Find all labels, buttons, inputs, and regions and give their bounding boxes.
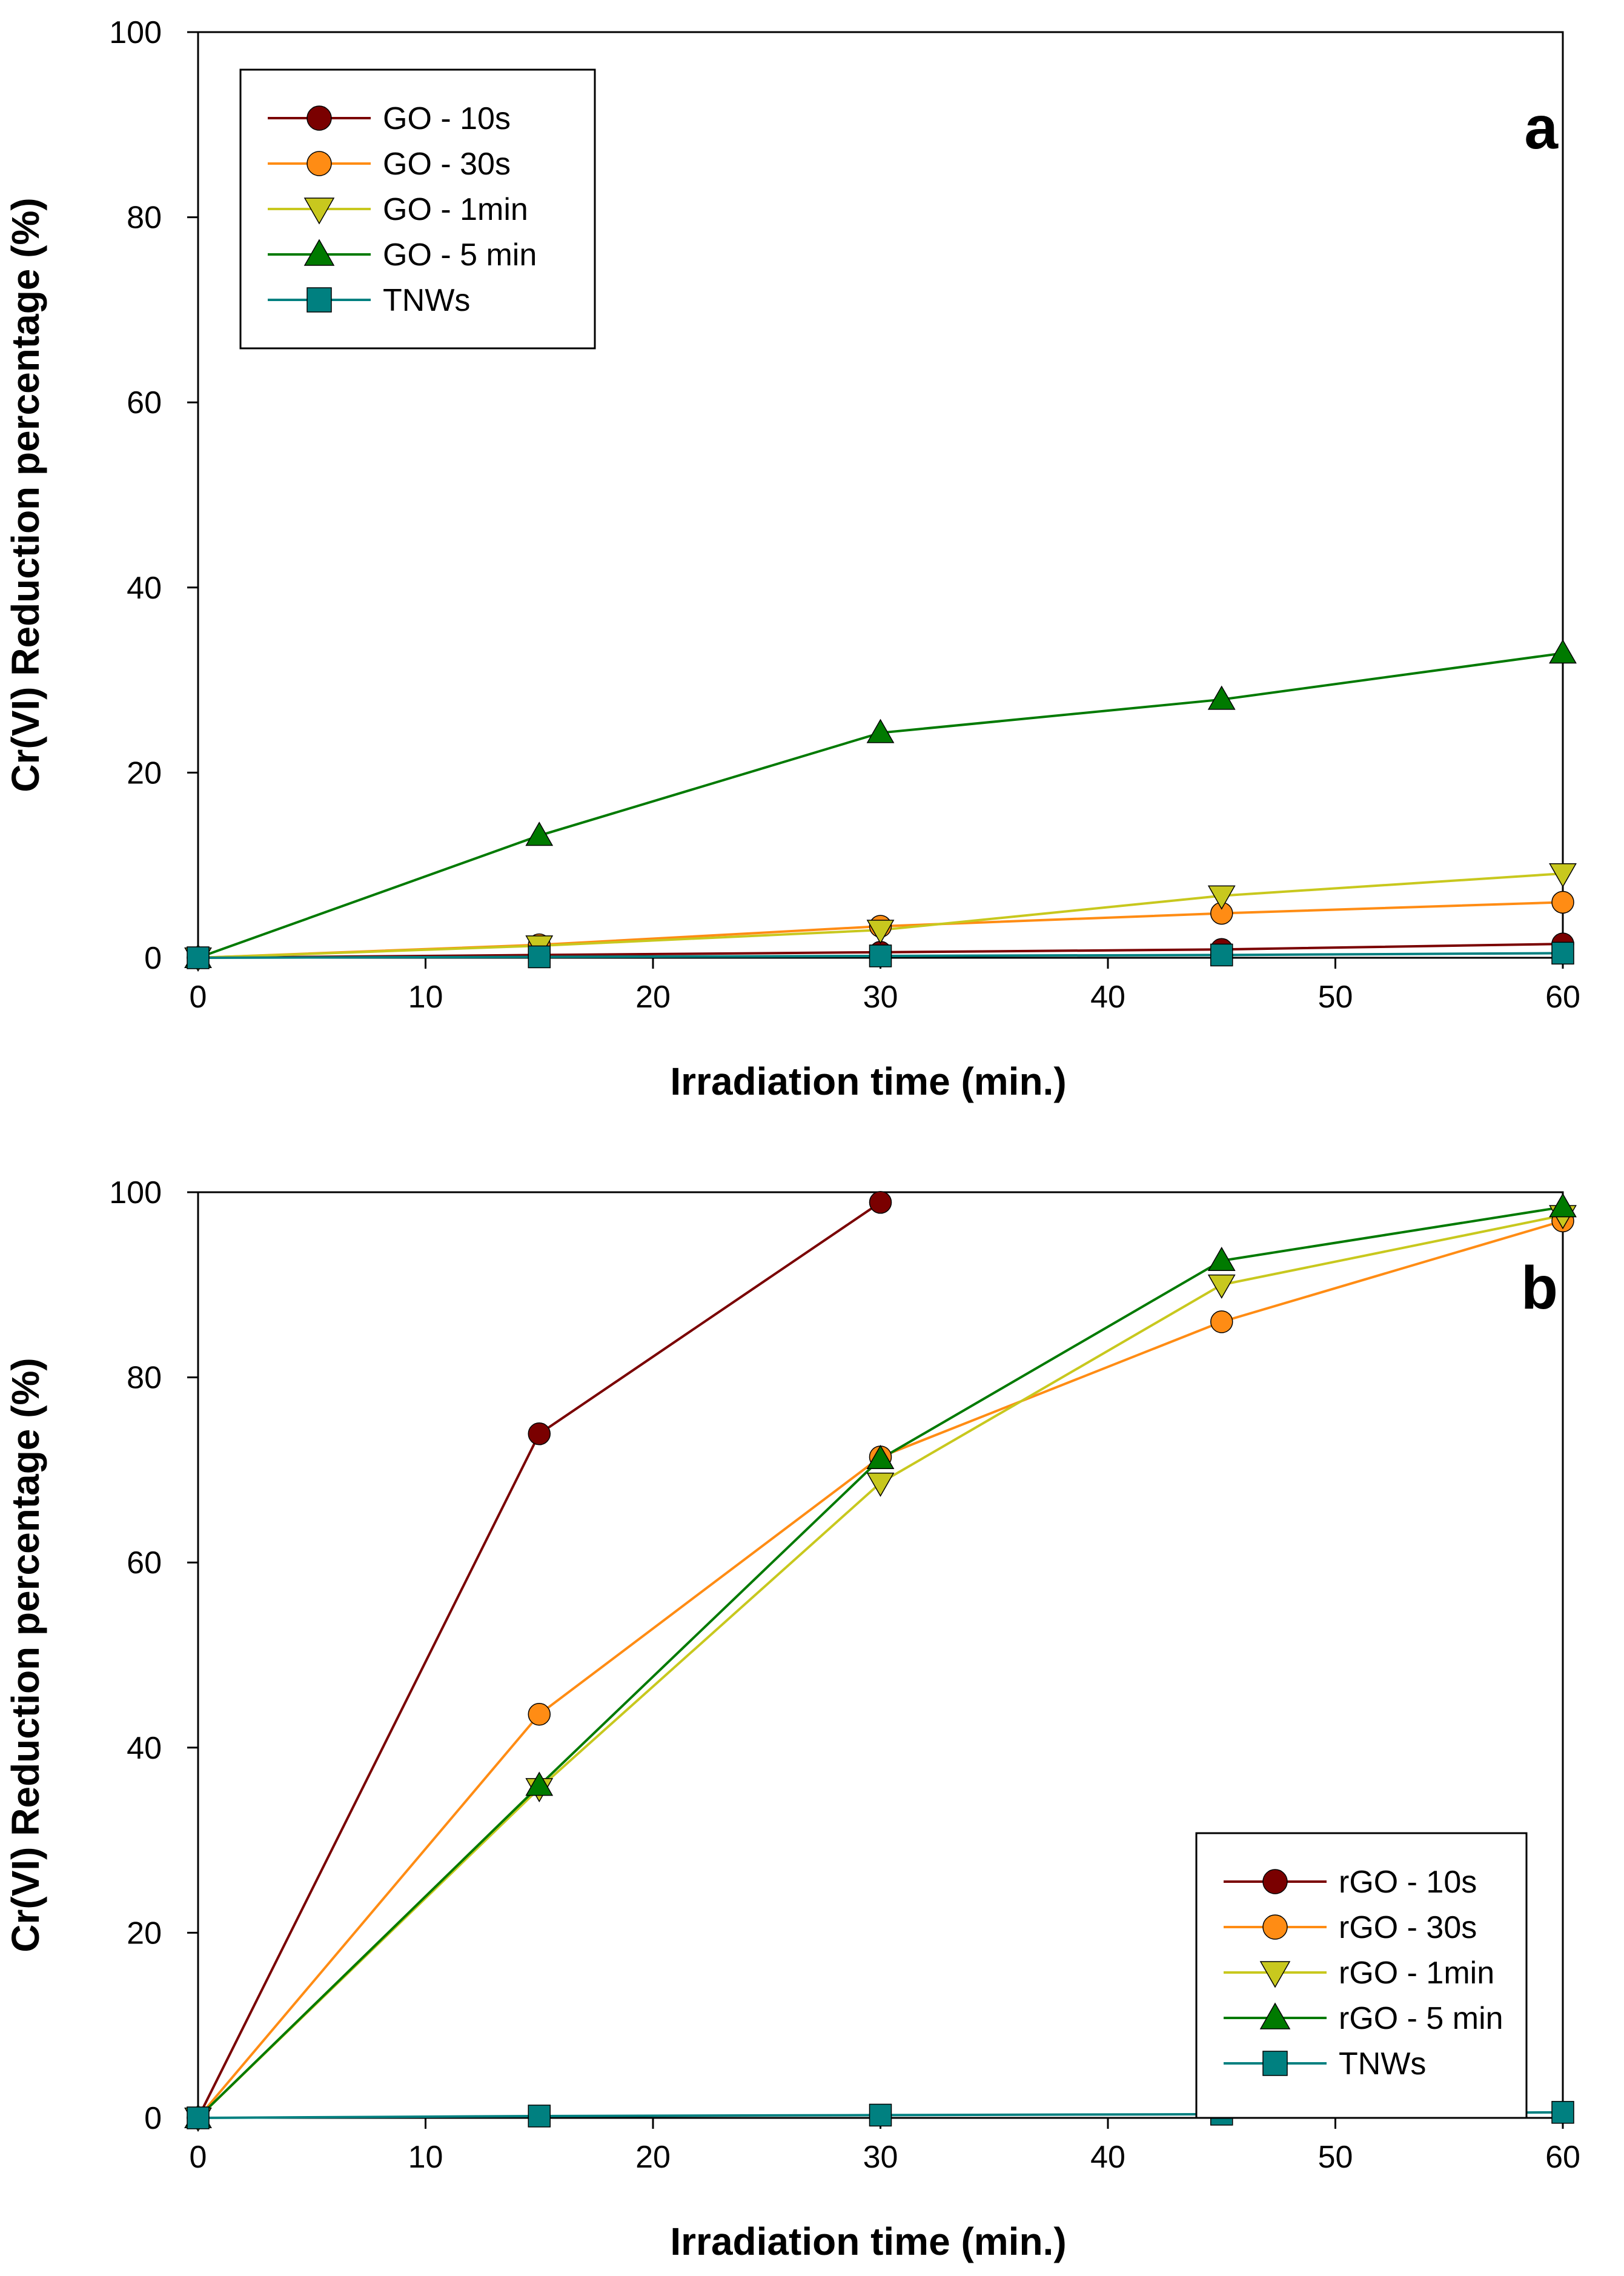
y-tick-label: 40	[127, 571, 162, 606]
legend-marker-3	[303, 239, 335, 266]
legend-marker-1	[307, 151, 332, 176]
legend-label-2: GO - 1min	[383, 192, 528, 227]
y-tick-label: 100	[109, 1175, 162, 1210]
y-tick-label: 80	[127, 1361, 162, 1396]
x-tick-label: 30	[863, 2140, 898, 2175]
x-tick-label: 60	[1545, 2140, 1580, 2175]
legend: rGO - 10s rGO - 30s rGO - 1min rGO - 5 min T…	[1195, 1832, 1528, 2119]
x-axis-title: Irradiation time (min.)	[670, 1060, 1066, 1103]
data-point-4-0	[187, 946, 210, 969]
data-point-0-2	[869, 1191, 892, 1214]
y-tick-label: 60	[127, 385, 162, 420]
x-axis-title: Irradiation time (min.)	[670, 2220, 1066, 2263]
legend-label-2: rGO - 1min	[1339, 1956, 1494, 1991]
data-point-2-3	[1207, 1274, 1236, 1299]
legend-marker-0	[1262, 1869, 1288, 1894]
legend-label-3: rGO - 5 min	[1339, 2001, 1503, 2036]
legend-marker-4	[307, 287, 332, 313]
data-point-2-2	[866, 920, 895, 944]
legend-marker-1	[1262, 1914, 1288, 1940]
data-point-3-1	[525, 821, 554, 846]
legend-label-4: TNWs	[1339, 2046, 1426, 2082]
x-tick-label: 10	[408, 980, 443, 1015]
data-point-4-1	[528, 945, 551, 969]
y-tick-label: 0	[144, 941, 162, 976]
x-tick-label: 30	[863, 980, 898, 1015]
x-tick-label: 40	[1090, 2140, 1125, 2175]
data-point-3-3	[1207, 1246, 1236, 1272]
y-tick-label: 100	[109, 15, 162, 50]
legend-label-0: GO - 10s	[383, 101, 511, 136]
data-point-1-3	[1210, 1310, 1233, 1333]
data-point-4-4	[1551, 2101, 1574, 2124]
y-axis-title: Cr(VI) Reduction percentage (%)	[4, 197, 47, 792]
y-tick-label: 60	[127, 1545, 162, 1581]
data-point-4-0	[187, 2106, 210, 2129]
data-point-3-1	[525, 1771, 554, 1796]
chart-panel-b: 0 10 20 30 40 50 60 0 20 40 60 80 100 Irradiation tim…	[4, 1175, 1580, 2263]
x-tick-label: 10	[408, 2140, 443, 2175]
data-point-4-2	[869, 944, 892, 967]
data-point-3-3	[1207, 685, 1236, 710]
legend-label-1: GO - 30s	[383, 147, 511, 182]
x-tick-label: 50	[1318, 2140, 1353, 2175]
y-tick-label: 20	[127, 755, 162, 791]
x-tick-label: 50	[1318, 980, 1353, 1015]
data-point-3-4	[1549, 639, 1577, 664]
data-point-2-2	[866, 1472, 895, 1497]
legend: GO - 10s GO - 30s GO - 1min GO - 5 min TNWs	[239, 68, 596, 350]
legend-marker-0	[307, 105, 332, 131]
x-tick-label: 0	[190, 980, 207, 1015]
legend-label-0: rGO - 10s	[1339, 1865, 1477, 1900]
y-tick-label: 40	[127, 1731, 162, 1766]
data-point-0-1	[528, 1422, 551, 1445]
legend-marker-4	[1262, 2051, 1288, 2076]
panel-label: a	[1524, 94, 1559, 162]
x-tick-label: 60	[1545, 980, 1580, 1015]
y-tick-label: 80	[127, 201, 162, 236]
legend-marker-3	[1259, 2002, 1291, 2029]
legend-label-4: TNWs	[383, 283, 470, 318]
x-tick-label: 20	[635, 2140, 671, 2175]
chart-panel-a: 0 10 20 30 40 50 60 0 20 40 60 80 100 Irradiation tim…	[4, 15, 1580, 1103]
x-tick-label: 0	[190, 2140, 207, 2175]
panel-label: b	[1521, 1254, 1558, 1322]
data-point-1-4	[1551, 891, 1574, 914]
legend-marker-2	[303, 197, 335, 225]
y-tick-label: 20	[127, 1916, 162, 1951]
data-point-2-4	[1549, 863, 1577, 888]
legend-label-3: GO - 5 min	[383, 237, 537, 273]
data-point-4-3	[1210, 943, 1233, 967]
data-point-1-1	[528, 1703, 551, 1726]
data-point-3-4	[1549, 1193, 1577, 1218]
data-point-4-2	[869, 2103, 892, 2127]
data-point-4-1	[528, 2105, 551, 2128]
data-point-4-4	[1551, 941, 1574, 965]
x-tick-label: 40	[1090, 980, 1125, 1015]
data-point-2-3	[1207, 885, 1236, 910]
legend-marker-2	[1259, 1961, 1291, 1988]
legend-label-1: rGO - 30s	[1339, 1910, 1477, 1945]
y-tick-label: 0	[144, 2101, 162, 2136]
data-point-3-2	[866, 718, 895, 743]
x-tick-label: 20	[635, 980, 671, 1015]
data-point-3-2	[866, 1444, 895, 1470]
y-axis-title: Cr(VI) Reduction percentage (%)	[4, 1358, 47, 1952]
